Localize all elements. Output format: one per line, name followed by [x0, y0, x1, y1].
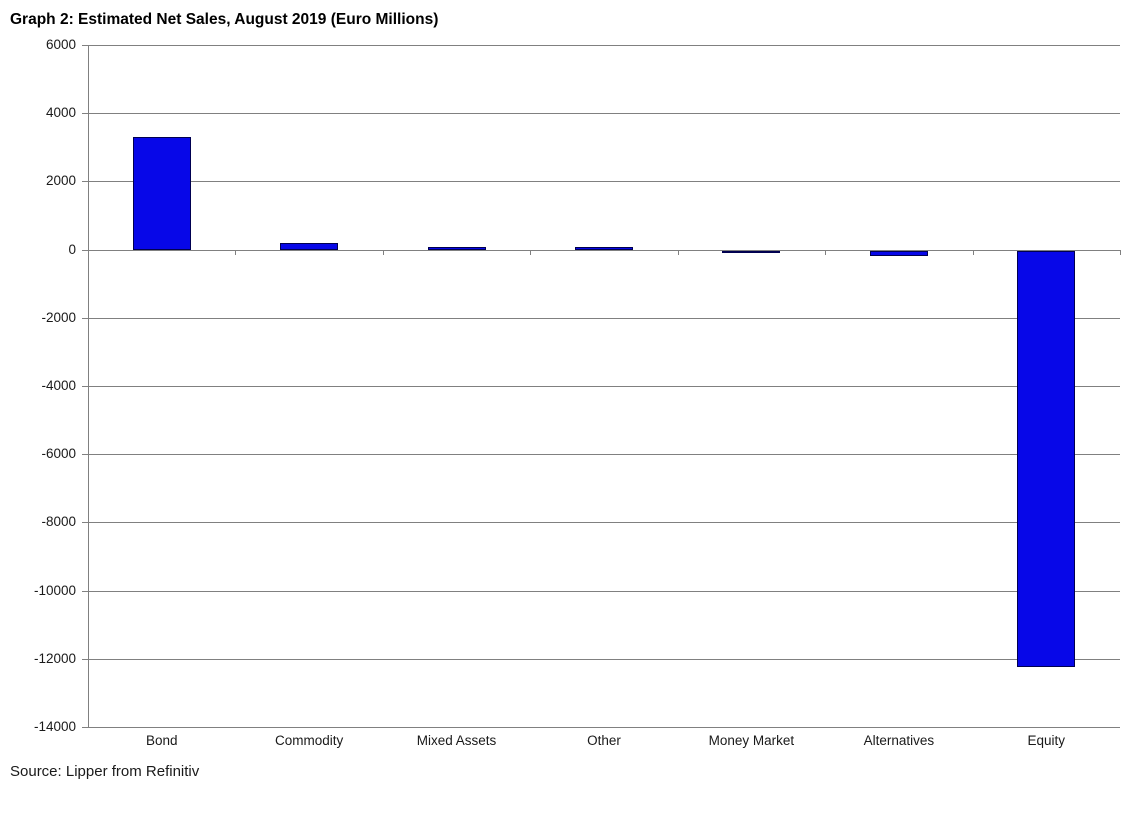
gridline: [88, 590, 1120, 592]
y-axis-tick: [82, 249, 88, 251]
x-axis-label: Commodity: [275, 733, 344, 748]
y-axis-tick: [82, 386, 88, 387]
x-axis-label: Equity: [1027, 733, 1066, 748]
chart-title: Graph 2: Estimated Net Sales, August 201…: [10, 11, 439, 28]
source-note: Source: Lipper from Refinitiv: [10, 763, 200, 780]
gridline: [88, 658, 1120, 660]
y-axis-line: [88, 45, 89, 728]
gridline: [88, 249, 1120, 251]
y-axis-label: -6000: [41, 446, 76, 462]
x-axis-tick: [825, 249, 827, 255]
y-axis-tick: [82, 590, 88, 592]
gridline: [88, 113, 1120, 115]
x-axis-label: Alternatives: [863, 733, 935, 748]
gridline: [88, 454, 1120, 456]
y-axis-tick: [82, 181, 88, 183]
y-axis-label: -4000: [41, 378, 76, 393]
x-axis-tick: [972, 249, 974, 255]
y-axis-tick: [82, 317, 88, 319]
y-axis-tick: [82, 113, 88, 115]
y-axis-label: 0: [68, 241, 76, 257]
y-axis-label: -10000: [33, 582, 76, 598]
gridline: [88, 317, 1120, 319]
x-axis-tick: [530, 249, 532, 255]
gridline: [88, 45, 1120, 46]
x-axis-tick: [88, 249, 89, 255]
y-axis-label: 2000: [45, 173, 76, 189]
x-axis-label: Other: [587, 733, 621, 748]
x-axis-tick: [677, 249, 679, 255]
bar-other: [575, 246, 633, 250]
gridline: [88, 727, 1120, 728]
y-axis-label: -2000: [41, 309, 76, 325]
x-axis-tick: [235, 249, 237, 255]
y-axis-label: 4000: [45, 105, 76, 121]
bar-money-market: [722, 250, 781, 253]
x-axis-label: Mixed Assets: [416, 733, 497, 748]
y-axis-label: 6000: [45, 37, 76, 52]
gridline: [88, 181, 1120, 183]
bar-bond: [132, 137, 191, 250]
x-axis-label: Money Market: [708, 733, 795, 748]
plot-area: [88, 45, 1120, 728]
bar-commodity: [280, 242, 339, 250]
y-axis-tick: [82, 658, 88, 660]
y-axis-label: -14000: [33, 719, 76, 734]
y-axis-tick: [82, 454, 88, 456]
y-axis-tick: [82, 522, 88, 524]
gridline: [88, 386, 1120, 387]
y-axis-tick: [82, 45, 88, 46]
y-axis-label: -12000: [33, 650, 76, 666]
bar-mixed-assets: [427, 247, 486, 250]
x-axis-tick: [1120, 249, 1121, 255]
x-axis-label: Bond: [145, 733, 178, 748]
bar-equity: [1017, 250, 1076, 667]
y-axis-tick: [82, 727, 88, 728]
y-axis-label: -8000: [41, 514, 76, 530]
gridline: [88, 522, 1120, 524]
bar-alternatives: [869, 250, 928, 256]
x-axis-tick: [382, 249, 384, 255]
